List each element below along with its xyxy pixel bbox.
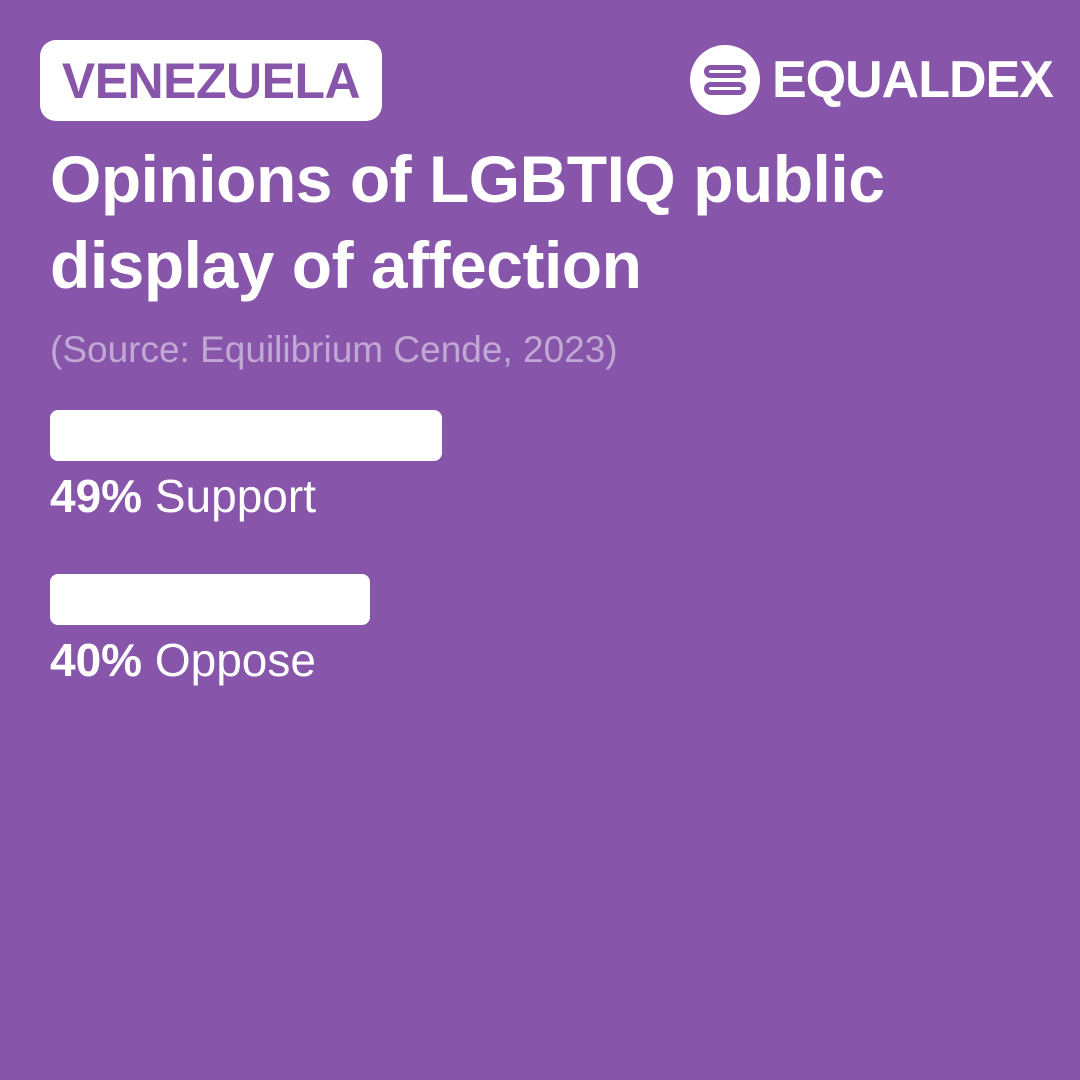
page-title: Opinions of LGBTIQ public display of aff… [50,142,885,302]
country-badge: VENEZUELA [40,40,382,121]
bar-support [50,410,442,461]
equaldex-logo-icon [690,45,760,115]
bar-label-oppose: 40% Oppose [50,634,316,686]
value-label-support: 49% [50,470,142,522]
brand-name: EQUALDEX [772,51,1054,109]
country-name: VENEZUELA [61,52,361,109]
source-note: (Source: Equilibrium Cende, 2023) [50,329,618,370]
value-label-oppose: 40% [50,634,142,686]
brand-logo: EQUALDEX [690,44,1054,116]
bar-label-support: 49% Support [50,470,316,522]
bar-oppose [50,574,370,625]
category-label-support: Support [142,470,316,522]
category-label-oppose: Oppose [142,634,316,686]
